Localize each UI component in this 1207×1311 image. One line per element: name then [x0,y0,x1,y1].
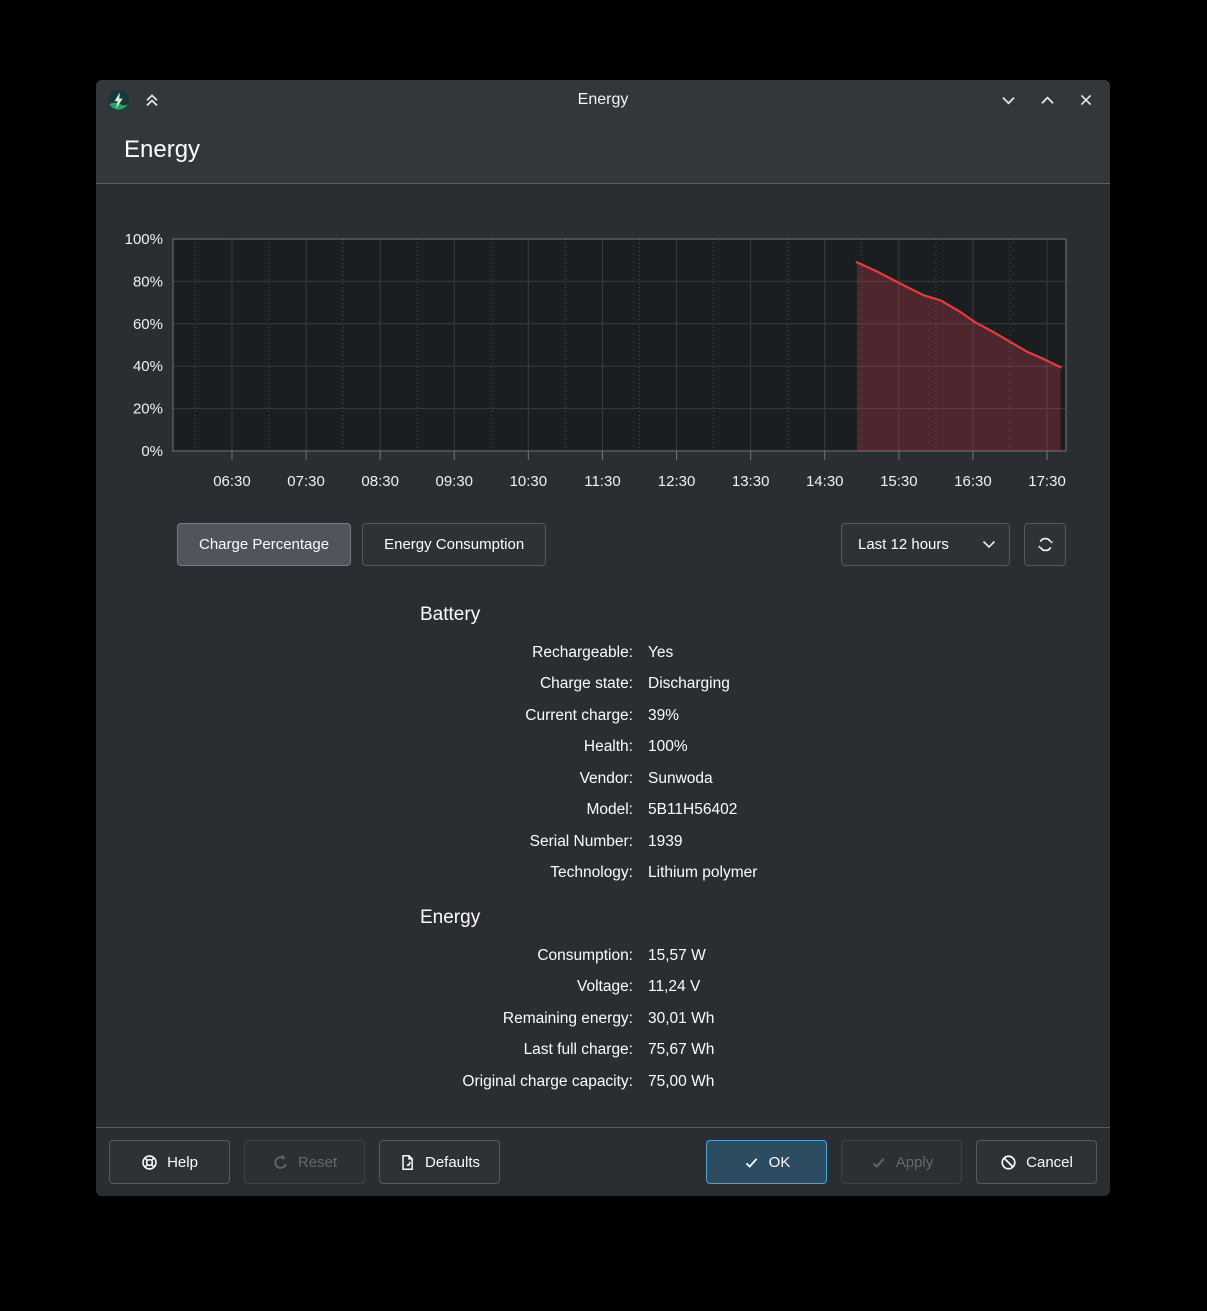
content-area: 06:30 07:30 08:30 09:30 10:30 11:30 12:30 13:30… [96,184,1110,1127]
svg-text:16:30: 16:30 [954,473,992,490]
help-button[interactable]: Help [109,1140,230,1184]
cancel-label: Cancel [1026,1153,1073,1171]
page-header: Energy [96,120,1110,184]
battery-section-title: Battery [420,604,481,625]
info-row-health: Health: 100% [583,738,688,756]
page-title: Energy [124,136,201,163]
close-icon [1080,94,1092,106]
cancel-button[interactable]: Cancel [976,1140,1097,1184]
info-row-model: Model: 5B11H56402 [586,801,738,819]
chevron-down-icon [982,540,996,549]
reset-button[interactable]: Reset [244,1140,365,1184]
ok-button[interactable]: OK [706,1140,827,1184]
charge-percentage-label: Charge Percentage [199,536,330,553]
chevron-down-icon [1001,96,1015,104]
timespan-dropdown[interactable]: Last 12 hours [841,523,1010,566]
info-row-last-full-charge: Last full charge: 75,67 Wh [523,1041,715,1059]
keep-above-button[interactable] [143,91,161,109]
help-label: Help [167,1153,198,1171]
refresh-button[interactable] [1024,523,1066,566]
double-chevron-up-icon [146,94,158,107]
svg-text:20%: 20% [133,401,163,418]
svg-text:100%: 100% [125,231,163,248]
info-row-charge-state: Charge state: Discharging [539,675,730,693]
energy-section-title: Energy [420,907,481,928]
svg-text:15:30: 15:30 [880,473,918,490]
close-button[interactable] [1077,91,1095,109]
svg-text:0%: 0% [141,443,163,460]
check-icon [745,1157,757,1168]
maximize-button[interactable] [1038,91,1056,109]
info-row-vendor: Vendor: Sunwoda [579,769,713,787]
info-row-technology: Technology: Lithium polymer [550,864,758,882]
info-row-serial-number: Serial Number: 1939 [529,832,683,850]
refresh-icon [1037,537,1053,552]
dialog-footer: Help Reset Defaults [96,1127,1110,1196]
svg-text:17:30: 17:30 [1028,473,1066,490]
svg-text:07:30: 07:30 [287,473,325,490]
ok-label: OK [768,1153,791,1171]
defaults-button[interactable]: Defaults [379,1140,500,1184]
reset-label: Reset [297,1153,338,1171]
window-title: Energy [577,91,629,108]
battery-charge-chart: 06:30 07:30 08:30 09:30 10:30 11:30 12:30 13:30… [125,231,1067,490]
charge-percentage-button[interactable]: Charge Percentage [177,523,352,566]
energy-app-icon [107,89,130,112]
svg-text:11:30: 11:30 [584,473,620,490]
check-icon [872,1157,885,1168]
info-row-consumption: Consumption: 15,57 W [537,946,706,964]
energy-consumption-button[interactable]: Energy Consumption [362,523,547,566]
info-row-rechargeable: Rechargeable: Yes [532,643,674,661]
svg-text:40%: 40% [133,358,163,375]
timespan-value: Last 12 hours [858,536,949,553]
svg-text:09:30: 09:30 [435,473,473,490]
info-row-current-charge: Current charge: 39% [525,706,680,724]
chart-controls-row: Charge Percentage Energy Consumption Las… [96,523,1110,566]
defaults-label: Defaults [424,1153,481,1171]
cancel-icon [1001,1154,1016,1170]
svg-text:60%: 60% [133,316,163,333]
svg-text:14:30: 14:30 [806,473,844,490]
battery-info-form: Battery Rechargeable: Yes Charge state: … [96,603,1110,1098]
apply-label: Apply [895,1153,934,1171]
svg-text:12:30: 12:30 [658,473,696,490]
energy-settings-window: Energy Energy 06:30 07:30 08:30 09: [96,80,1110,1196]
svg-text:10:30: 10:30 [510,473,548,490]
help-lifebuoy-icon [142,1154,157,1170]
svg-text:13:30: 13:30 [732,473,770,490]
svg-text:06:30: 06:30 [213,473,251,490]
energy-consumption-label: Energy Consumption [384,536,525,553]
svg-text:80%: 80% [133,273,163,290]
undo-icon [274,1154,287,1169]
document-restore-icon [402,1154,413,1170]
apply-button[interactable]: Apply [841,1140,962,1184]
minimize-button[interactable] [999,91,1017,109]
chevron-up-icon [1040,95,1054,104]
titlebar[interactable]: Energy [96,80,1110,120]
svg-text:08:30: 08:30 [361,473,399,490]
info-row-original-charge-capacity: Original charge capacity: 75,00 Wh [462,1072,715,1090]
info-row-remaining-energy: Remaining energy: 30,01 Wh [502,1009,715,1027]
info-row-voltage: Voltage: 11,24 V [576,978,701,996]
